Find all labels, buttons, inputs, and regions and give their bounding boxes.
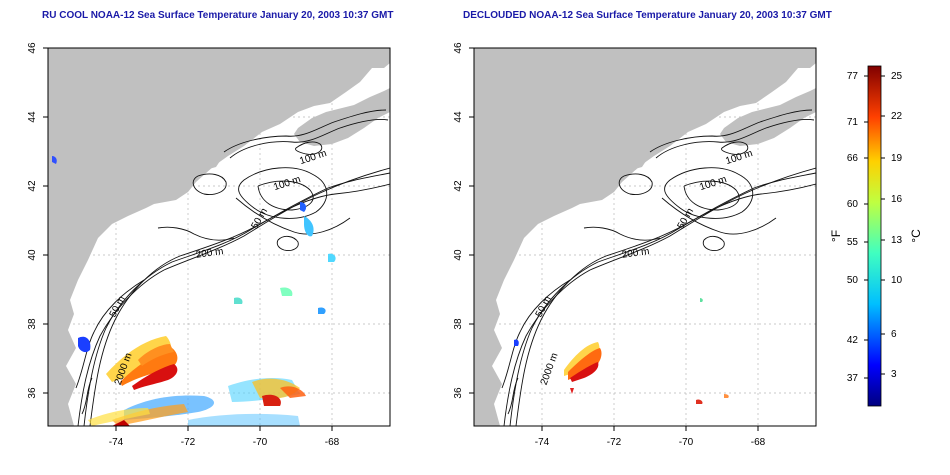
contour-label: 200 m [195, 246, 224, 261]
colorbar-f-label: 50 [847, 275, 859, 286]
x-tick-label: -70 [679, 437, 694, 448]
y-tick-label: 36 [453, 387, 464, 399]
colorbar-c-label: 10 [891, 275, 903, 286]
x-tick-label: -74 [109, 437, 124, 448]
x-tick-label: -70 [253, 437, 268, 448]
y-tick-label: 46 [453, 42, 464, 54]
right-y-axis: 46 44 42 40 38 36 [453, 42, 474, 399]
y-tick-label: 42 [27, 180, 38, 192]
colorbar-c-label: 13 [891, 235, 903, 246]
colorbar-f-label: 60 [847, 199, 859, 210]
colorbar-f-label: 55 [847, 237, 859, 248]
x-tick-label: -68 [325, 437, 340, 448]
x-tick-label: -72 [181, 437, 196, 448]
y-tick-label: 46 [27, 42, 38, 54]
y-tick-label: 36 [27, 387, 38, 399]
colorbar-c-label: 6 [891, 329, 897, 340]
y-tick-label: 40 [453, 249, 464, 261]
colorbar-f-label: 71 [847, 117, 859, 128]
colorbar-f-label: 77 [847, 71, 859, 82]
y-tick-label: 44 [27, 111, 38, 123]
colorbar-fahrenheit-ticks: 77 71 66 60 55 50 42 37 [847, 71, 868, 384]
y-tick-label: 44 [453, 111, 464, 123]
colorbar-gradient [867, 65, 882, 407]
y-tick-label: 40 [27, 249, 38, 261]
y-tick-label: 42 [453, 180, 464, 192]
x-tick-label: -74 [535, 437, 550, 448]
left-y-axis: 46 44 42 40 38 36 [27, 42, 48, 399]
colorbar-f-label: 37 [847, 373, 859, 384]
y-tick-label: 38 [27, 318, 38, 330]
left-plot-frame [47, 47, 391, 427]
colorbar-fahrenheit-label: °F [829, 230, 843, 242]
colorbar-f-label: 42 [847, 335, 859, 346]
contour-label: 200 m [621, 246, 650, 261]
left-sst-data [52, 156, 336, 426]
colorbar-c-label: 3 [891, 369, 897, 380]
temperature-colorbar: 77 71 66 60 55 50 42 37 25 22 19 16 13 10 6 3 °F °C [829, 65, 923, 407]
colorbar-celsius-label: °C [909, 229, 923, 243]
right-plot-frame [473, 47, 817, 427]
y-tick-label: 38 [453, 318, 464, 330]
right-x-axis: -74 -72 -70 -68 [535, 426, 766, 448]
colorbar-celsius-ticks: 25 22 19 16 13 10 6 3 [881, 71, 903, 380]
colorbar-c-label: 22 [891, 111, 903, 122]
colorbar-c-label: 25 [891, 71, 903, 82]
x-tick-label: -68 [751, 437, 766, 448]
colorbar-c-label: 16 [891, 194, 903, 205]
colorbar-c-label: 19 [891, 153, 903, 164]
left-x-axis: -74 -72 -70 -68 [109, 426, 340, 448]
x-tick-label: -72 [607, 437, 622, 448]
left-map-title: RU COOL NOAA-12 Sea Surface Temperature … [42, 10, 394, 21]
colorbar-f-label: 66 [847, 153, 859, 164]
right-map-title: DECLOUDED NOAA-12 Sea Surface Temperatur… [463, 10, 832, 21]
right-sst-data [514, 298, 729, 404]
